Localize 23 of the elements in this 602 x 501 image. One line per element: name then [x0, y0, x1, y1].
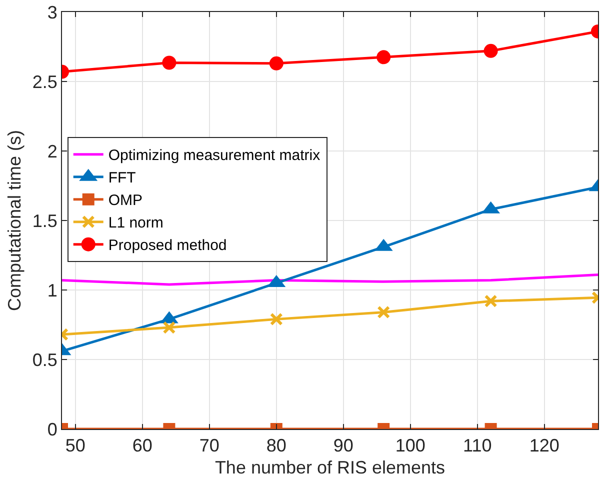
- y-tick-label: 0: [47, 419, 58, 440]
- y-tick-label: 2.5: [32, 72, 58, 92]
- legend-label: Proposed method: [108, 237, 227, 254]
- legend-label: OMP: [108, 192, 143, 210]
- x-tick-label: 80: [266, 436, 286, 456]
- x-tick-label: 110: [463, 436, 492, 456]
- legend-label: FFT: [108, 170, 136, 187]
- y-tick-label: 1.5: [32, 210, 58, 231]
- x-tick-label: 60: [132, 436, 152, 456]
- x-tick-label: 50: [65, 436, 86, 456]
- y-axis-title: Computational time (s): [4, 130, 25, 312]
- y-tick-label: 3: [47, 2, 58, 22]
- x-tick-label: 90: [333, 436, 354, 456]
- legend-label: Optimizing measurement matrix: [108, 147, 321, 164]
- y-tick-label: 0.5: [32, 350, 58, 370]
- line-series: [62, 273, 598, 286]
- x-tick-label: 120: [529, 436, 560, 456]
- y-tick-label: 2: [47, 141, 58, 162]
- x-tick-label: 70: [199, 436, 220, 456]
- legend-label: L1 norm: [108, 214, 164, 232]
- x-axis-title: The number of RIS elements: [214, 458, 446, 478]
- x-tick-label: 100: [395, 436, 426, 456]
- y-tick-label: 1: [47, 280, 58, 300]
